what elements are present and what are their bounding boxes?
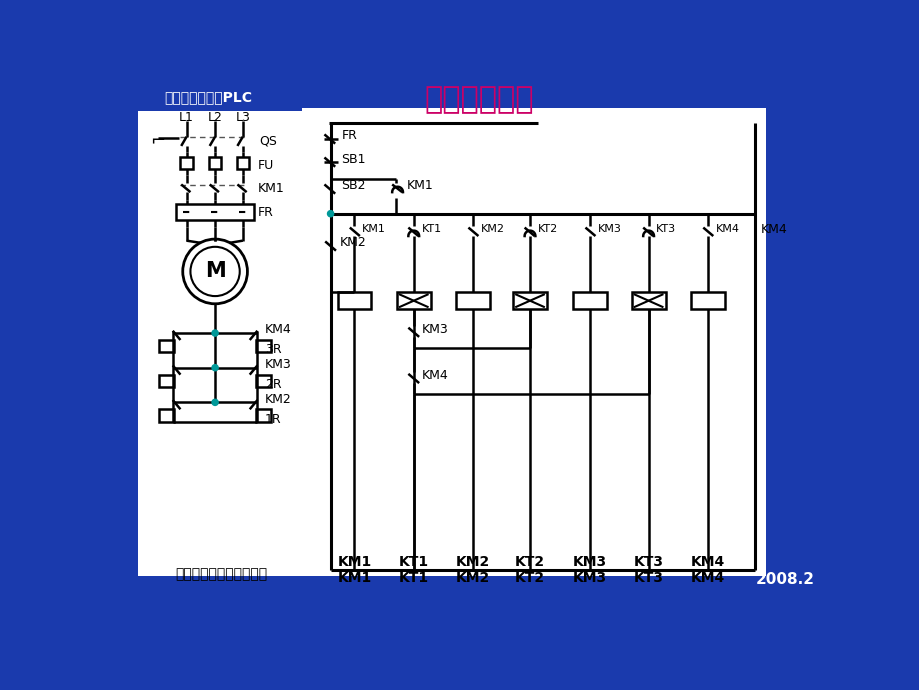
Bar <box>513 293 547 309</box>
Text: 青岛大学自动化工程学院: 青岛大学自动化工程学院 <box>175 567 267 581</box>
Text: SB1: SB1 <box>341 152 366 166</box>
Circle shape <box>183 239 247 304</box>
Bar <box>255 375 271 387</box>
Bar <box>180 157 193 169</box>
Text: KM3: KM3 <box>597 224 621 234</box>
Text: KM1: KM1 <box>337 555 371 569</box>
Text: 1R: 1R <box>265 413 281 426</box>
Bar <box>396 293 430 309</box>
Text: KM4: KM4 <box>690 555 724 569</box>
Text: KT2: KT2 <box>537 224 557 234</box>
Text: L3: L3 <box>235 111 250 124</box>
Text: KM1: KM1 <box>406 179 433 193</box>
Text: KM3: KM3 <box>573 571 607 585</box>
Bar <box>236 157 249 169</box>
Text: KM4: KM4 <box>265 324 291 337</box>
Bar <box>255 409 271 422</box>
Bar <box>176 204 254 220</box>
Text: KT1: KT1 <box>421 224 441 234</box>
Text: KT3: KT3 <box>633 555 663 569</box>
Bar <box>159 375 174 387</box>
Bar <box>138 83 301 110</box>
Bar <box>255 340 271 353</box>
Text: 判断电路功能: 判断电路功能 <box>424 86 533 115</box>
Text: KM2: KM2 <box>265 393 291 406</box>
Text: M: M <box>205 262 225 282</box>
Text: L2: L2 <box>208 111 222 124</box>
Text: SB2: SB2 <box>341 179 366 193</box>
Bar <box>631 293 664 309</box>
Text: KM4: KM4 <box>421 369 448 382</box>
Text: KT3: KT3 <box>633 571 663 585</box>
Text: KM2: KM2 <box>481 224 505 234</box>
Text: KM3: KM3 <box>573 555 607 569</box>
Bar <box>159 409 174 422</box>
Text: KT2: KT2 <box>515 571 544 585</box>
Bar <box>766 85 800 589</box>
Text: KM1: KM1 <box>337 571 371 585</box>
Text: FR: FR <box>341 130 357 142</box>
Text: KM1: KM1 <box>257 181 284 195</box>
Text: KM4: KM4 <box>715 224 739 234</box>
Text: FU: FU <box>257 159 273 172</box>
Text: L1: L1 <box>179 111 194 124</box>
Text: KM2: KM2 <box>456 555 490 569</box>
Circle shape <box>190 247 240 296</box>
Text: 2R: 2R <box>265 378 281 391</box>
Text: FR: FR <box>257 206 273 219</box>
Text: ⌐: ⌐ <box>151 132 165 150</box>
Bar <box>573 293 607 309</box>
Circle shape <box>211 330 218 336</box>
Text: 电气控制技术及PLC: 电气控制技术及PLC <box>164 90 252 104</box>
Text: KT1: KT1 <box>398 571 428 585</box>
Text: KT2: KT2 <box>515 555 544 569</box>
Bar <box>456 293 490 309</box>
Bar <box>690 293 724 309</box>
Bar <box>138 575 800 589</box>
Text: KT3: KT3 <box>655 224 675 234</box>
Text: KM3: KM3 <box>265 358 291 371</box>
Text: KM4: KM4 <box>760 223 787 235</box>
Text: KM2: KM2 <box>456 571 490 585</box>
Circle shape <box>327 210 334 217</box>
Circle shape <box>211 400 218 406</box>
Bar <box>209 157 221 169</box>
Text: KM3: KM3 <box>421 323 448 336</box>
Text: QS: QS <box>259 134 278 147</box>
Text: KT1: KT1 <box>398 555 428 569</box>
Text: KM4: KM4 <box>690 571 724 585</box>
Text: 2008.2: 2008.2 <box>755 572 814 587</box>
Bar <box>337 293 371 309</box>
Text: KM2: KM2 <box>339 237 366 250</box>
Circle shape <box>211 364 218 371</box>
Text: KM1: KM1 <box>362 224 386 234</box>
Text: 3R: 3R <box>265 344 281 357</box>
Bar <box>159 340 174 353</box>
